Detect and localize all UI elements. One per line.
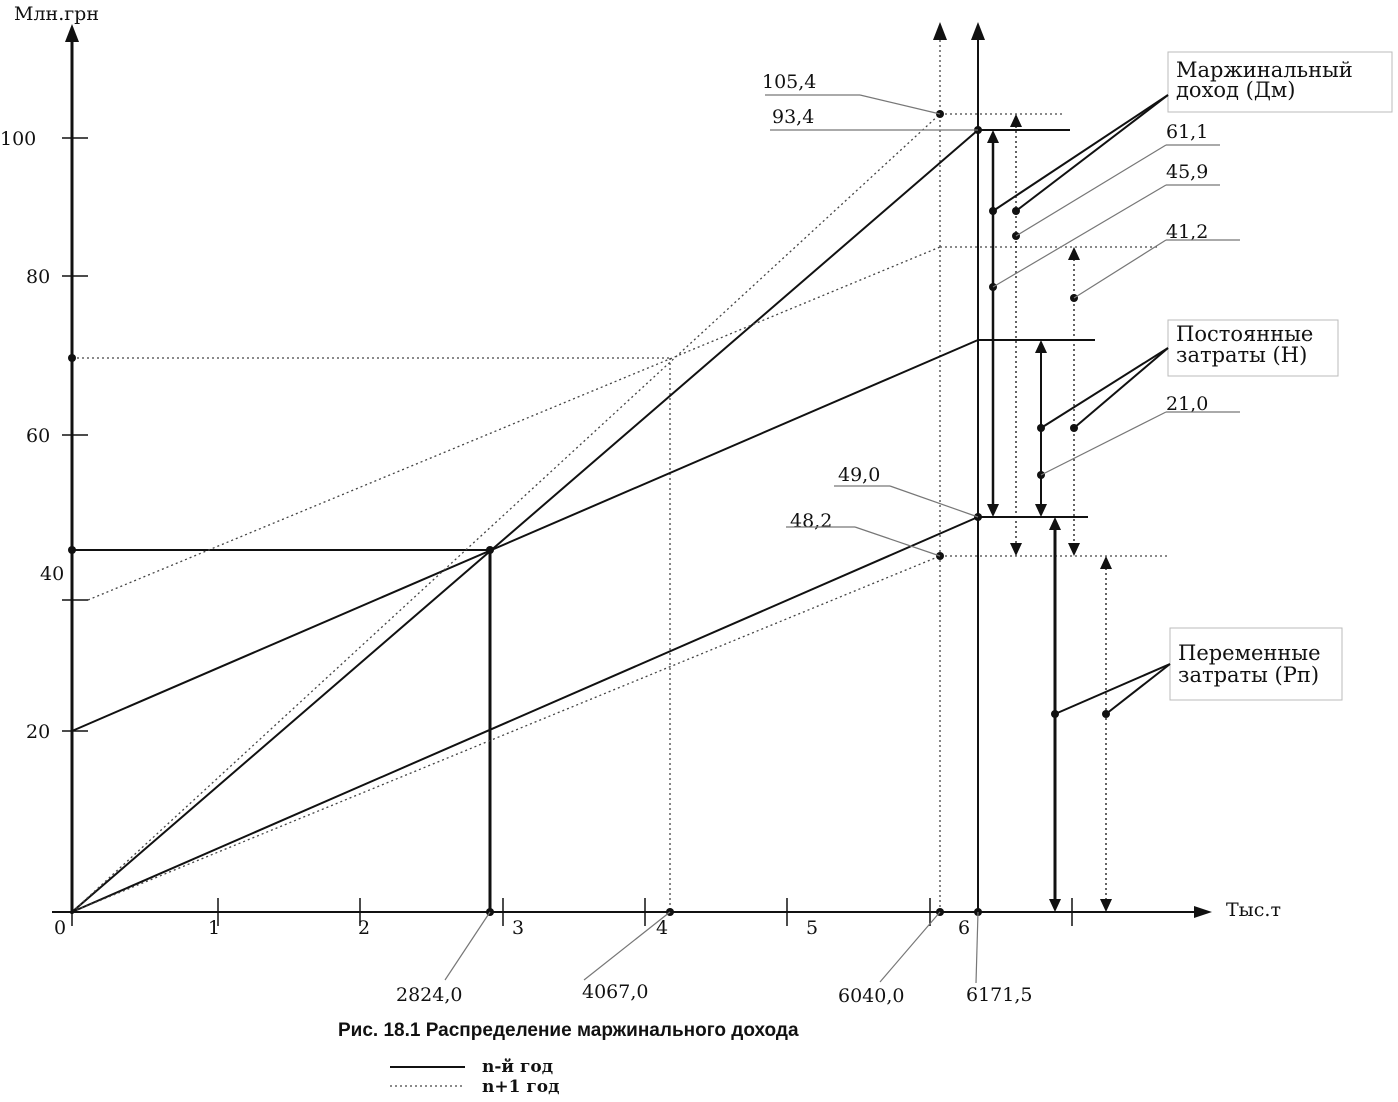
x-tick-label: 3 — [512, 917, 524, 939]
box-margin-income-pointer — [1015, 94, 1169, 212]
arrow-margin-n-head-bottom — [987, 504, 999, 517]
leader-48-2 — [854, 526, 941, 557]
figure-caption: Рис. 18.1 Распределение маржинального до… — [338, 1020, 799, 1041]
box-fixed-costs-text: затраты (Н) — [1176, 343, 1307, 367]
leader-105-4 — [859, 94, 941, 115]
leader-6040 — [879, 911, 941, 983]
series-dotted-revenue — [71, 113, 941, 913]
vertical-arrowhead — [971, 22, 985, 40]
label-41-2: 41,2 — [1166, 221, 1208, 243]
box-margin-income-pointer — [992, 94, 1169, 212]
label-49-0: 49,0 — [838, 464, 880, 486]
box-fixed-costs-pointer — [1040, 347, 1169, 429]
leader-61-1 — [1015, 144, 1167, 237]
guide-lines — [72, 22, 1168, 912]
box-margin-income — [1167, 51, 1393, 113]
label-105-4: 105,4 — [762, 71, 816, 93]
y-tick-label: 60 — [26, 425, 50, 447]
arrow-margin-n1-head-bottom — [1010, 543, 1022, 556]
box-margin-income-text: доход (Дм) — [1176, 78, 1295, 102]
x-tick-label: 6 — [958, 917, 970, 939]
leader-49-0 — [889, 485, 979, 518]
axes: Млн.грн Тыс.т 20 40 60 80 100 0 1 2 3 4 5 6 — [0, 3, 1281, 939]
marker-dot — [68, 546, 76, 554]
y-tick-label: 20 — [26, 721, 50, 743]
box-margin-income-text: Маржинальный — [1176, 58, 1353, 82]
series-solid-variable-cost — [71, 516, 979, 913]
y-tick-label: 40 — [40, 563, 64, 585]
label-21-0: 21,0 — [1166, 393, 1208, 415]
arrow-fixed-n-head-bottom — [1035, 504, 1047, 517]
x-tick-label: 5 — [806, 917, 818, 939]
x-tick-label: 0 — [54, 917, 66, 939]
box-fixed-costs — [1167, 319, 1339, 377]
series-lines — [71, 22, 1095, 913]
arrow-variable-n1-head-bottom — [1100, 899, 1112, 912]
leader-45-9 — [992, 184, 1167, 288]
legend-solid-label: n-й год — [482, 1057, 553, 1077]
arrow-margin-n1-head-top — [1010, 114, 1022, 127]
leader-41-2 — [1073, 239, 1167, 299]
measure-arrows — [68, 110, 1112, 916]
leader-4067 — [583, 911, 671, 981]
label-45-9: 45,9 — [1166, 161, 1208, 183]
arrow-margin-n-head-top — [987, 130, 999, 143]
value-labels: 105,4 93,4 61,1 45,9 41,2 21,0 49,0 48,2 2824,0 4… — [396, 71, 1240, 1007]
leader-2824 — [444, 911, 491, 981]
guide-arrowhead — [933, 22, 947, 40]
label-2824: 2824,0 — [396, 984, 462, 1006]
box-variable-costs-pointer — [1105, 663, 1171, 715]
label-48-2: 48,2 — [790, 510, 832, 532]
x-tick-label: 4 — [656, 917, 668, 939]
x-axis-arrow — [1194, 906, 1212, 918]
x-tick-label: 2 — [358, 917, 370, 939]
box-fixed-costs-text: Постоянные — [1176, 322, 1313, 346]
marker-dot — [486, 546, 494, 554]
series-dotted-variable-cost — [71, 555, 941, 913]
series-dotted-total-cost — [87, 246, 941, 601]
label-61-1: 61,1 — [1166, 121, 1208, 143]
box-variable-costs-pointer — [1054, 663, 1171, 715]
arrow-variable-n1-head-top — [1100, 556, 1112, 569]
y-tick-label: 80 — [26, 266, 50, 288]
y-tick-label: 100 — [0, 128, 36, 150]
x-axis-title: Тыс.т — [1226, 899, 1281, 921]
arrow-variable-n-head-bottom — [1049, 899, 1061, 912]
series-solid-revenue — [71, 129, 979, 913]
label-93-4: 93,4 — [772, 106, 814, 128]
series-solid-total-cost — [71, 339, 979, 732]
box-variable-costs-text: Переменные — [1178, 641, 1321, 665]
label-6040: 6040,0 — [838, 985, 904, 1007]
marker-dot — [68, 354, 76, 362]
leader-21-0 — [1040, 411, 1167, 476]
arrow-variable-n-head-top — [1049, 517, 1061, 530]
box-variable-costs-text: затраты (Рп) — [1178, 663, 1319, 687]
arrow-fixed-n1-head-top — [1068, 247, 1080, 260]
label-4067: 4067,0 — [582, 981, 648, 1003]
arrow-fixed-n-head-top — [1035, 340, 1047, 353]
y-axis-title: Млн.грн — [14, 3, 99, 25]
box-variable-costs — [1169, 627, 1343, 701]
y-axis-arrow — [65, 24, 79, 42]
leader-6171 — [975, 911, 979, 984]
arrow-fixed-n1-head-bottom — [1068, 543, 1080, 556]
x-tick-label: 1 — [208, 917, 220, 939]
box-fixed-costs-pointer — [1073, 347, 1169, 429]
label-6171: 6171,5 — [966, 984, 1032, 1006]
legend-dotted-label: n+1 год — [482, 1077, 559, 1097]
